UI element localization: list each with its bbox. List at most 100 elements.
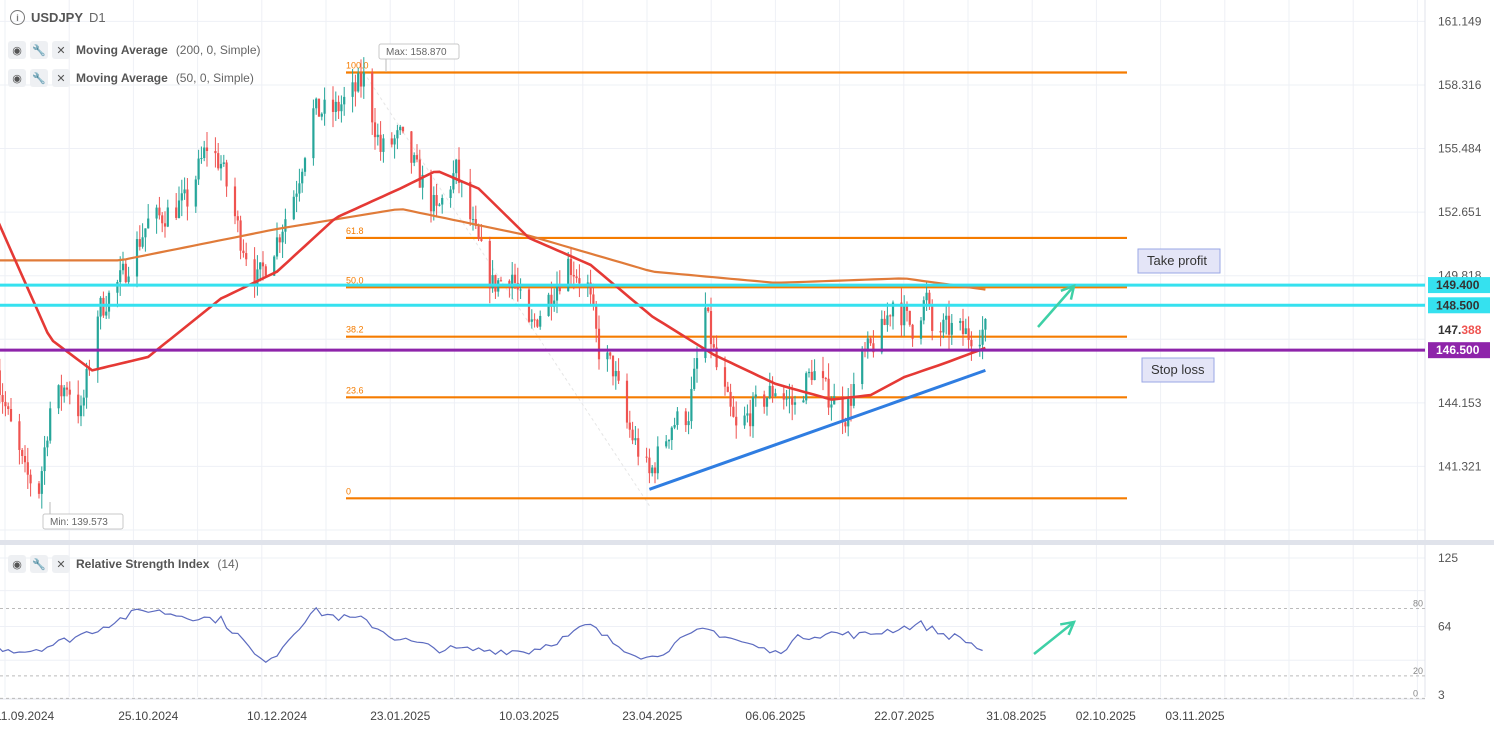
fib-level-label: 38.2 (346, 325, 364, 335)
candle-body (317, 98, 321, 117)
candle-body (222, 162, 225, 164)
candle-body (533, 319, 536, 321)
candle-body (334, 101, 337, 112)
candle-body (236, 216, 239, 221)
candle-body (233, 186, 237, 217)
candle-body (519, 289, 522, 291)
candle-body (634, 438, 637, 441)
min-price-tag: Min: 139.573 (50, 517, 108, 528)
candle-body (284, 219, 287, 232)
candle-body (491, 275, 494, 289)
rsi-level-label: 80 (1413, 599, 1423, 609)
candle-body (166, 207, 169, 227)
candle-body (96, 316, 99, 371)
candle-body (82, 397, 85, 406)
candle-body (312, 108, 315, 159)
candle-body (161, 215, 164, 224)
candle-body (471, 219, 475, 221)
candle-body (793, 402, 797, 405)
candle-body (85, 369, 88, 398)
candle-body (911, 324, 914, 339)
candle-body (105, 311, 108, 316)
candle-body (945, 315, 948, 320)
candle-body (684, 411, 687, 426)
candle-body (474, 219, 477, 226)
eye-icon[interactable]: ◉ (8, 555, 26, 573)
candle-body (57, 385, 60, 409)
indicator-legend-ma50: ◉ 🔧 ✕ Moving Average (50, 0, Simple) (8, 69, 254, 87)
candle-body (4, 401, 7, 407)
time-tick-label: 22.07.2025 (874, 709, 934, 723)
candle-body (23, 456, 27, 463)
candle-body (732, 406, 735, 417)
candle-body (281, 231, 284, 243)
rsi-up-arrow-head (1059, 620, 1077, 636)
candle-body (488, 240, 491, 289)
eye-icon[interactable]: ◉ (8, 69, 26, 87)
time-axis[interactable]: 11.09.2024 25.10.2024 10.12.2024 23.01.2025… (0, 709, 1225, 723)
candle-body (844, 422, 847, 427)
eye-icon[interactable]: ◉ (8, 41, 26, 59)
fib-diagonal (363, 72, 650, 506)
candle-body (704, 307, 707, 359)
candle-body (709, 311, 713, 345)
candle-body (861, 348, 864, 385)
candle-body (751, 396, 755, 427)
price-label-box (1428, 342, 1490, 359)
time-tick-label: 11.09.2024 (0, 709, 54, 723)
current-price-label: 147.388 (1438, 323, 1482, 337)
price-tick-label: 144.153 (1438, 396, 1482, 410)
candle-body (807, 371, 811, 374)
candle-body (413, 155, 416, 163)
candle-body (550, 294, 553, 307)
wrench-icon[interactable]: 🔧 (30, 555, 48, 573)
time-tick-label: 23.04.2025 (622, 709, 682, 723)
symbol-name: USDJPY (31, 10, 84, 25)
candle-body (29, 474, 32, 484)
timeframe-label: D1 (89, 10, 106, 25)
close-icon[interactable]: ✕ (52, 69, 70, 87)
candle-body (723, 367, 727, 387)
candle-body (421, 174, 424, 188)
candle-body (138, 239, 141, 247)
candle-body (60, 385, 63, 397)
candle-body (26, 462, 29, 475)
wrench-icon[interactable]: 🔧 (30, 69, 48, 87)
fibonacci-retracement[interactable]: 100.0 61.8 50.0 38.2 23.6 0 (346, 61, 1127, 506)
close-icon[interactable]: ✕ (52, 555, 70, 573)
candle-body (49, 408, 52, 441)
price-tick-label: 161.149 (1438, 14, 1482, 28)
candle-body (217, 153, 220, 169)
indicator-name: Moving Average (76, 71, 168, 85)
candle-body (180, 193, 183, 201)
candle-body (569, 258, 573, 275)
candle-body (18, 421, 21, 450)
indicator-legend-ma200: ◉ 🔧 ✕ Moving Average (200, 0, Simple) (8, 41, 261, 59)
candle-body (950, 322, 953, 335)
candle-body (68, 389, 71, 395)
horizontal-levels[interactable] (0, 283, 1425, 352)
indicator-name: Moving Average (76, 43, 168, 57)
close-icon[interactable]: ✕ (52, 41, 70, 59)
candle-body (452, 173, 455, 190)
candle-body (175, 207, 178, 218)
candle-body (595, 306, 598, 329)
candle-body (961, 320, 965, 335)
candle-body (665, 441, 668, 447)
info-icon[interactable]: i (10, 10, 25, 25)
price-axis[interactable]: 161.149158.316155.484152.651149.818144.1… (1428, 14, 1490, 473)
price-label: 148.500 (1436, 298, 1480, 312)
wrench-icon[interactable]: 🔧 (30, 41, 48, 59)
candle-body (763, 394, 766, 407)
candle-body (606, 352, 609, 360)
time-tick-label: 06.06.2025 (745, 709, 805, 723)
candle-body (928, 292, 931, 306)
candle-body (351, 82, 354, 97)
price-tick-label: 158.316 (1438, 78, 1482, 92)
candle-body (611, 355, 615, 377)
time-tick-label: 02.10.2025 (1076, 709, 1136, 723)
candle-body (197, 158, 200, 180)
candle-body (275, 237, 279, 257)
rsi-tick-label: 125 (1438, 551, 1458, 565)
